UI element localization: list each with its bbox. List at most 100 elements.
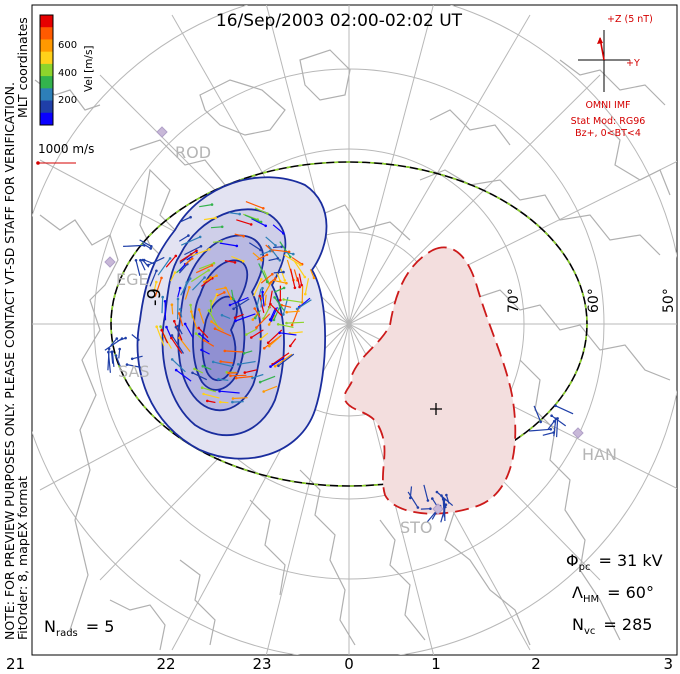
velocity-vector [243, 350, 253, 354]
velocity-vector [244, 214, 262, 223]
velocity-vector-origin [203, 276, 206, 279]
velocity-vector-origin [276, 323, 280, 326]
color-scale-block [40, 76, 53, 89]
velocity-vector [256, 254, 268, 261]
velocity-vector-origin [303, 275, 307, 279]
velocity-vector [195, 264, 213, 274]
color-scale-block [40, 88, 53, 102]
velocity-vector-origin [190, 310, 193, 313]
velocity-vector-origin [234, 319, 237, 323]
reference-vector-label: 1000 m/s [38, 142, 94, 156]
velocity-vector [407, 491, 419, 508]
velocity-vector-origin [197, 326, 200, 330]
velocity-vector [529, 428, 551, 432]
velocity-vector [192, 372, 208, 381]
velocity-vector-origin [274, 277, 277, 280]
latitude-label-70: 70° [506, 288, 522, 313]
velocity-vector [232, 397, 248, 400]
velocity-vector [199, 333, 210, 343]
velocity-vector [211, 321, 225, 332]
velocity-vector [440, 504, 447, 523]
velocity-vector-origin [289, 344, 292, 348]
velocity-vector [272, 352, 290, 365]
velocity-vector [224, 350, 244, 353]
velocity-vector-origin [211, 360, 215, 364]
velocity-vector [203, 339, 215, 347]
velocity-vector [201, 387, 217, 393]
velocity-vector-origin [206, 399, 209, 403]
velocity-vector-origin [120, 337, 124, 340]
velocity-unit-label: Vel [m/s] [83, 45, 95, 92]
velocity-vector [180, 236, 201, 246]
model-line-1: Stat Mod: RG96 [571, 116, 646, 127]
velocity-vector [254, 308, 261, 318]
mlt-tick-1: 1 [431, 655, 441, 673]
velocity-vector [283, 254, 301, 266]
potential-maximum-marker [430, 403, 442, 415]
velocity-vector-origin [262, 390, 266, 393]
mlt-tick-2: 2 [531, 655, 541, 673]
velocity-vector-origin [260, 258, 263, 262]
imf-z-label: +Z (5 nT) [607, 14, 653, 25]
contour-label-negative: -9 [144, 288, 165, 306]
color-scale-block [40, 27, 53, 40]
velocity-vector [309, 269, 315, 279]
velocity-vector-origin [292, 252, 295, 256]
velocity-vector [161, 329, 169, 344]
velocity-vector-origin [213, 327, 217, 331]
velocity-vector-origin [207, 309, 211, 312]
velocity-vector-origin [220, 240, 223, 243]
velocity-vector-origin [208, 248, 211, 251]
latitude-label-50: 50° [661, 288, 677, 313]
latitude-label-60: 60° [586, 288, 602, 313]
velocity-vector [220, 401, 229, 404]
velocity-vector-origin [170, 358, 174, 361]
velocity-vector [198, 262, 215, 270]
velocity-vector [236, 375, 253, 379]
velocity-vector [141, 242, 152, 250]
negative-convection-cell [136, 176, 328, 460]
velocity-vector [553, 418, 557, 437]
velocity-vector-origin [250, 336, 253, 339]
velocity-vector [139, 239, 152, 247]
velocity-vector [216, 291, 225, 297]
velocity-vector [286, 310, 300, 313]
mlt-tick-23: 23 [252, 655, 271, 673]
velocity-vector-origin [187, 234, 190, 237]
velocity-vector [271, 279, 287, 284]
velocity-vector [184, 323, 194, 338]
velocity-vector [293, 269, 299, 281]
velocity-vector [231, 255, 244, 262]
velocity-vector [123, 244, 145, 247]
stat-lambda-hm: ΛHM = 60° [572, 583, 654, 605]
velocity-vector [234, 313, 244, 319]
velocity-vector [268, 336, 281, 347]
velocity-vector-origin [265, 280, 269, 284]
velocity-vector [195, 333, 203, 340]
velocity-vector [245, 201, 264, 209]
velocity-vector [264, 294, 267, 305]
velocity-vector [445, 494, 450, 504]
velocity-vector-origin [268, 344, 271, 348]
velocity-vector-origin [282, 286, 286, 290]
map-title: 16/Sep/2003 02:00-02:02 UT [216, 11, 463, 31]
velocity-vector-origin [210, 320, 213, 323]
velocity-vector-origin [435, 490, 439, 494]
velocity-vector [259, 375, 276, 383]
velocity-vector [286, 321, 305, 324]
velocity-vector [232, 401, 244, 403]
velocity-vector-origin [137, 338, 140, 342]
velocity-vector [224, 260, 236, 263]
velocity-vector-origin [282, 270, 285, 274]
velocity-vector [442, 499, 445, 518]
velocity-vector [283, 298, 303, 303]
velocity-vector [171, 335, 185, 354]
velocity-vector [111, 351, 115, 367]
velocity-vector-origin [285, 321, 288, 325]
velocity-vector [184, 245, 202, 256]
velocity-vector-origin [539, 420, 542, 424]
velocity-vector [272, 224, 284, 234]
velocity-vector [132, 355, 143, 360]
color-scale-block [40, 63, 53, 77]
